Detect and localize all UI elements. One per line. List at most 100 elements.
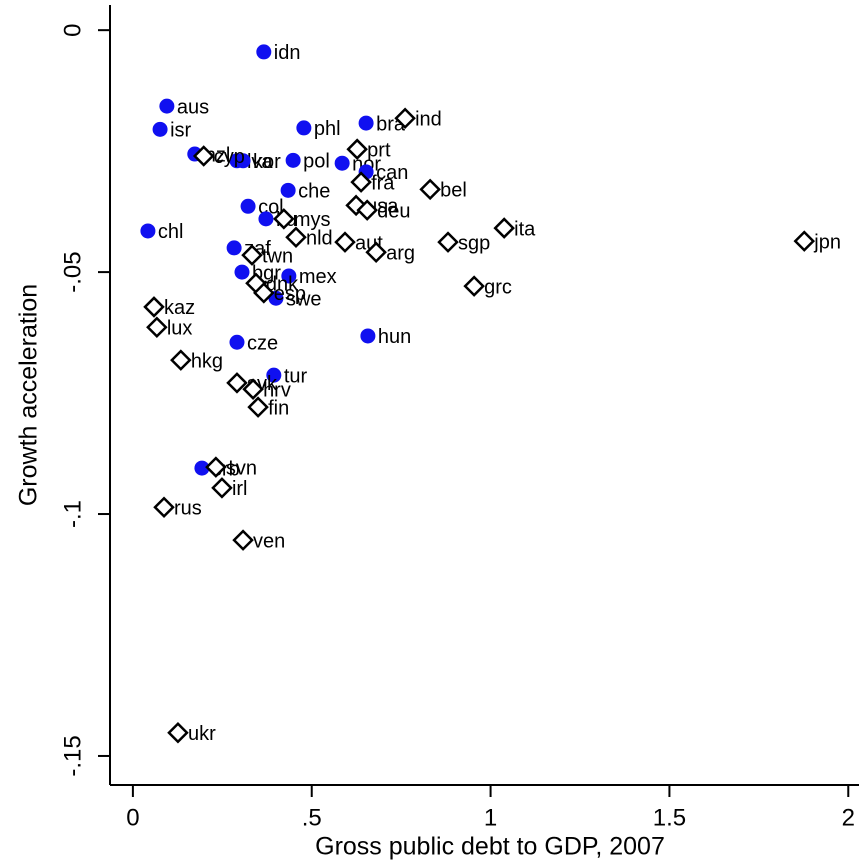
- point: [229, 334, 245, 350]
- point-label: hkg: [191, 350, 223, 372]
- point-label: isr: [170, 120, 191, 142]
- point-label: chl: [158, 221, 184, 243]
- point-label: cze: [247, 333, 278, 355]
- point-label: lva: [247, 151, 273, 173]
- point-label: bel: [440, 180, 467, 202]
- point: [241, 244, 263, 266]
- y-axis-title: Growth acceleration: [15, 284, 43, 506]
- point-label: svn: [226, 457, 257, 479]
- point-label: can: [376, 162, 408, 184]
- point: [334, 155, 350, 171]
- point: [205, 456, 227, 478]
- point: [242, 378, 264, 400]
- y-tick-label: -.15: [59, 735, 86, 776]
- point: [360, 328, 376, 344]
- point: [247, 396, 269, 418]
- point: [232, 529, 254, 551]
- point-label: nld: [306, 228, 333, 250]
- point: [194, 460, 210, 476]
- point: [350, 171, 372, 193]
- point: [226, 372, 248, 394]
- point-label: deu: [377, 200, 410, 222]
- point: [266, 367, 282, 383]
- point: [334, 231, 356, 253]
- point-label: pol: [303, 151, 330, 173]
- point-label: aus: [177, 96, 209, 118]
- point: [152, 121, 168, 137]
- point: [167, 721, 189, 744]
- point: [170, 349, 192, 371]
- point-label: phl: [314, 118, 341, 140]
- point-label: rus: [174, 498, 202, 520]
- point-label: dnk: [266, 274, 299, 296]
- point: [463, 275, 485, 297]
- point-label: prt: [367, 139, 391, 161]
- point-label: che: [298, 181, 330, 203]
- point-label: fra: [371, 172, 395, 194]
- y-tick-label: -.1: [59, 500, 86, 528]
- point: [253, 282, 275, 304]
- point-label: sgp: [458, 232, 490, 254]
- point-label: mys: [294, 209, 331, 231]
- point-label: kaz: [164, 297, 195, 319]
- point: [273, 208, 295, 230]
- x-tick-label: 1: [484, 804, 497, 831]
- point: [234, 264, 250, 280]
- point: [211, 477, 233, 499]
- point-label: ven: [253, 530, 285, 552]
- y-tick-label: -.05: [59, 251, 86, 292]
- x-tick-label: 1.5: [653, 804, 686, 831]
- point: [437, 231, 459, 253]
- point-label: hrv: [263, 379, 291, 401]
- point: [358, 115, 374, 131]
- point-label: jpn: [813, 231, 841, 253]
- point-label: swe: [286, 289, 322, 311]
- point: [256, 44, 272, 60]
- point: [793, 230, 816, 252]
- point: [153, 496, 175, 519]
- point: [240, 198, 256, 214]
- point-label: idn: [274, 42, 301, 64]
- point-label: ukr: [188, 723, 216, 745]
- point: [419, 178, 441, 201]
- point-label: fin: [268, 397, 289, 419]
- point-label: twn: [262, 245, 293, 267]
- point: [192, 145, 215, 167]
- x-axis-title: Gross public debt to GDP, 2007: [315, 833, 665, 861]
- point: [365, 241, 387, 264]
- x-tick-label: 0: [126, 804, 139, 831]
- y-tick-label: 0: [59, 23, 86, 36]
- point-label: tur: [284, 365, 308, 387]
- point-label: arg: [386, 243, 415, 265]
- point-label: mex: [299, 266, 337, 288]
- point-label: hun: [378, 326, 411, 348]
- point: [296, 120, 312, 136]
- point: [394, 107, 416, 129]
- point: [281, 268, 297, 284]
- point: [285, 226, 307, 249]
- x-tick-label: .5: [302, 804, 322, 831]
- point-label: kor: [253, 151, 281, 173]
- point: [235, 153, 251, 169]
- point-label: lux: [167, 318, 193, 340]
- point-label: nzl: [205, 144, 231, 166]
- point-label: grc: [484, 276, 512, 298]
- point: [143, 296, 165, 318]
- point-label: ind: [415, 109, 442, 131]
- point: [226, 240, 242, 256]
- point-label: ita: [514, 218, 536, 240]
- point: [159, 98, 175, 114]
- point: [346, 138, 368, 160]
- x-tick-label: 2: [842, 804, 855, 831]
- point: [146, 316, 168, 339]
- point: [356, 199, 378, 221]
- point: [493, 217, 515, 239]
- point-label: esp: [274, 283, 306, 305]
- point: [140, 223, 156, 239]
- point: [258, 211, 274, 227]
- point-label: irl: [232, 478, 248, 500]
- point: [285, 152, 301, 168]
- point-label: cyp: [214, 146, 245, 168]
